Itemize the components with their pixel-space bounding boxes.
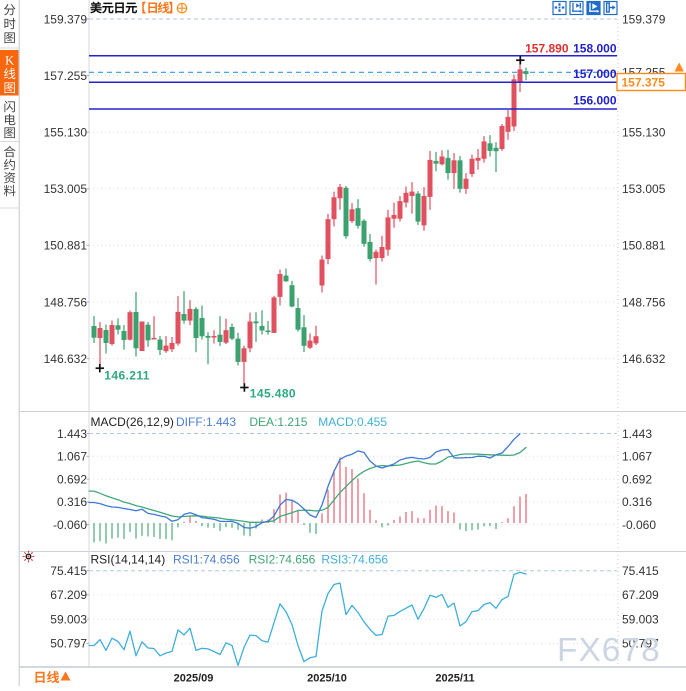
svg-text:75.415: 75.415 — [50, 564, 87, 578]
svg-text:156.000: 156.000 — [573, 94, 617, 108]
svg-text:-0.060: -0.060 — [622, 518, 656, 532]
svg-text:157.890: 157.890 — [525, 41, 569, 55]
svg-text:146.632: 146.632 — [44, 352, 88, 366]
svg-text:RSI2:74.656: RSI2:74.656 — [249, 552, 316, 566]
svg-text:146.632: 146.632 — [622, 352, 666, 366]
svg-text:1.443: 1.443 — [622, 427, 652, 441]
svg-text:150.881: 150.881 — [44, 239, 88, 253]
svg-text:DEA:1.215: DEA:1.215 — [249, 415, 307, 429]
svg-text:157.000: 157.000 — [573, 67, 617, 81]
svg-text:159.379: 159.379 — [44, 12, 88, 26]
svg-text:2025/09: 2025/09 — [174, 673, 214, 685]
svg-text:67.209: 67.209 — [622, 588, 659, 602]
svg-text:K: K — [5, 53, 14, 67]
svg-text:157.255: 157.255 — [44, 69, 88, 83]
svg-text:155.130: 155.130 — [622, 126, 666, 140]
svg-text:50.797: 50.797 — [622, 637, 659, 651]
svg-text:150.881: 150.881 — [622, 239, 666, 253]
svg-text:153.005: 153.005 — [622, 182, 666, 196]
svg-text:2025/11: 2025/11 — [435, 673, 474, 685]
svg-text:50.797: 50.797 — [50, 637, 87, 651]
svg-text:RSI(14,14,14): RSI(14,14,14) — [91, 552, 166, 566]
svg-text:0.692: 0.692 — [622, 472, 652, 486]
svg-text:DIFF:1.443: DIFF:1.443 — [176, 415, 236, 429]
svg-text:75.415: 75.415 — [622, 564, 659, 578]
svg-text:1.443: 1.443 — [57, 427, 87, 441]
svg-text:148.756: 148.756 — [622, 295, 666, 309]
svg-text:0.316: 0.316 — [57, 495, 87, 509]
svg-text:RSI3:74.656: RSI3:74.656 — [321, 552, 388, 566]
svg-text:159.379: 159.379 — [622, 12, 666, 26]
svg-text:59.003: 59.003 — [50, 612, 87, 626]
svg-text:157.375: 157.375 — [622, 75, 666, 89]
svg-text:2025/10: 2025/10 — [307, 673, 347, 685]
svg-text:148.756: 148.756 — [44, 295, 88, 309]
svg-text:67.209: 67.209 — [50, 588, 87, 602]
svg-text:MACD(26,12,9): MACD(26,12,9) — [91, 415, 174, 429]
svg-text:59.003: 59.003 — [622, 612, 659, 626]
svg-text:1.067: 1.067 — [622, 450, 652, 464]
svg-text:155.130: 155.130 — [44, 126, 88, 140]
svg-text:153.005: 153.005 — [44, 182, 88, 196]
svg-text:RSI1:74.656: RSI1:74.656 — [173, 552, 240, 566]
svg-text:-0.060: -0.060 — [53, 518, 87, 532]
svg-text:158.000: 158.000 — [573, 41, 617, 55]
svg-text:FX678: FX678 — [557, 632, 661, 669]
svg-text:146.211: 146.211 — [104, 369, 150, 383]
svg-text:0.316: 0.316 — [622, 495, 652, 509]
svg-text:MACD:0.455: MACD:0.455 — [318, 415, 387, 429]
svg-text:0.692: 0.692 — [57, 472, 87, 486]
svg-text:145.480: 145.480 — [250, 387, 296, 401]
svg-text:1.067: 1.067 — [57, 450, 87, 464]
